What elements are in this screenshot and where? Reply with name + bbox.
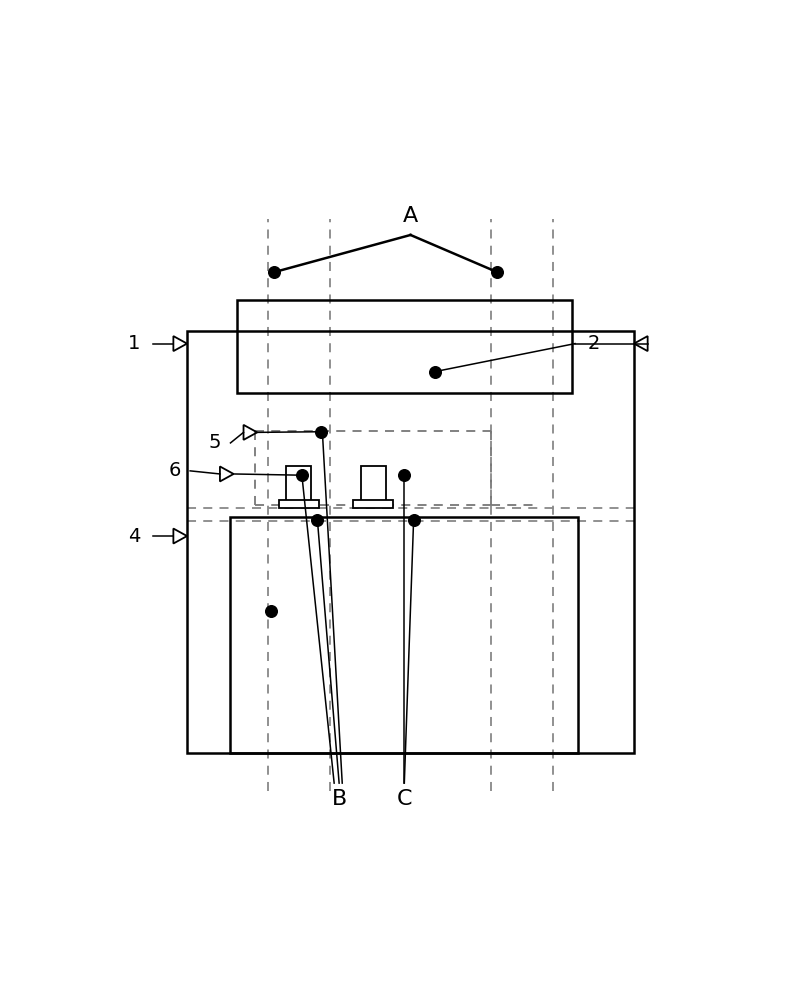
Bar: [237, 300, 572, 393]
Bar: [231, 517, 578, 753]
Point: [296, 467, 308, 483]
Point: [314, 424, 327, 440]
Text: C: C: [396, 789, 412, 809]
Point: [398, 467, 411, 483]
Point: [429, 364, 442, 380]
Point: [311, 512, 324, 528]
Text: B: B: [332, 789, 347, 809]
Bar: [279, 500, 319, 508]
Point: [407, 512, 420, 528]
Bar: [353, 500, 393, 508]
Text: 1: 1: [128, 334, 140, 353]
Text: 4: 4: [128, 527, 140, 546]
Point: [264, 603, 277, 619]
Bar: [187, 331, 634, 753]
Bar: [360, 466, 385, 502]
Point: [491, 264, 504, 280]
Text: 6: 6: [168, 461, 181, 480]
Text: 2: 2: [587, 334, 600, 353]
Text: A: A: [403, 206, 418, 226]
Point: [268, 264, 280, 280]
Bar: [286, 466, 311, 502]
Text: 5: 5: [209, 433, 221, 452]
